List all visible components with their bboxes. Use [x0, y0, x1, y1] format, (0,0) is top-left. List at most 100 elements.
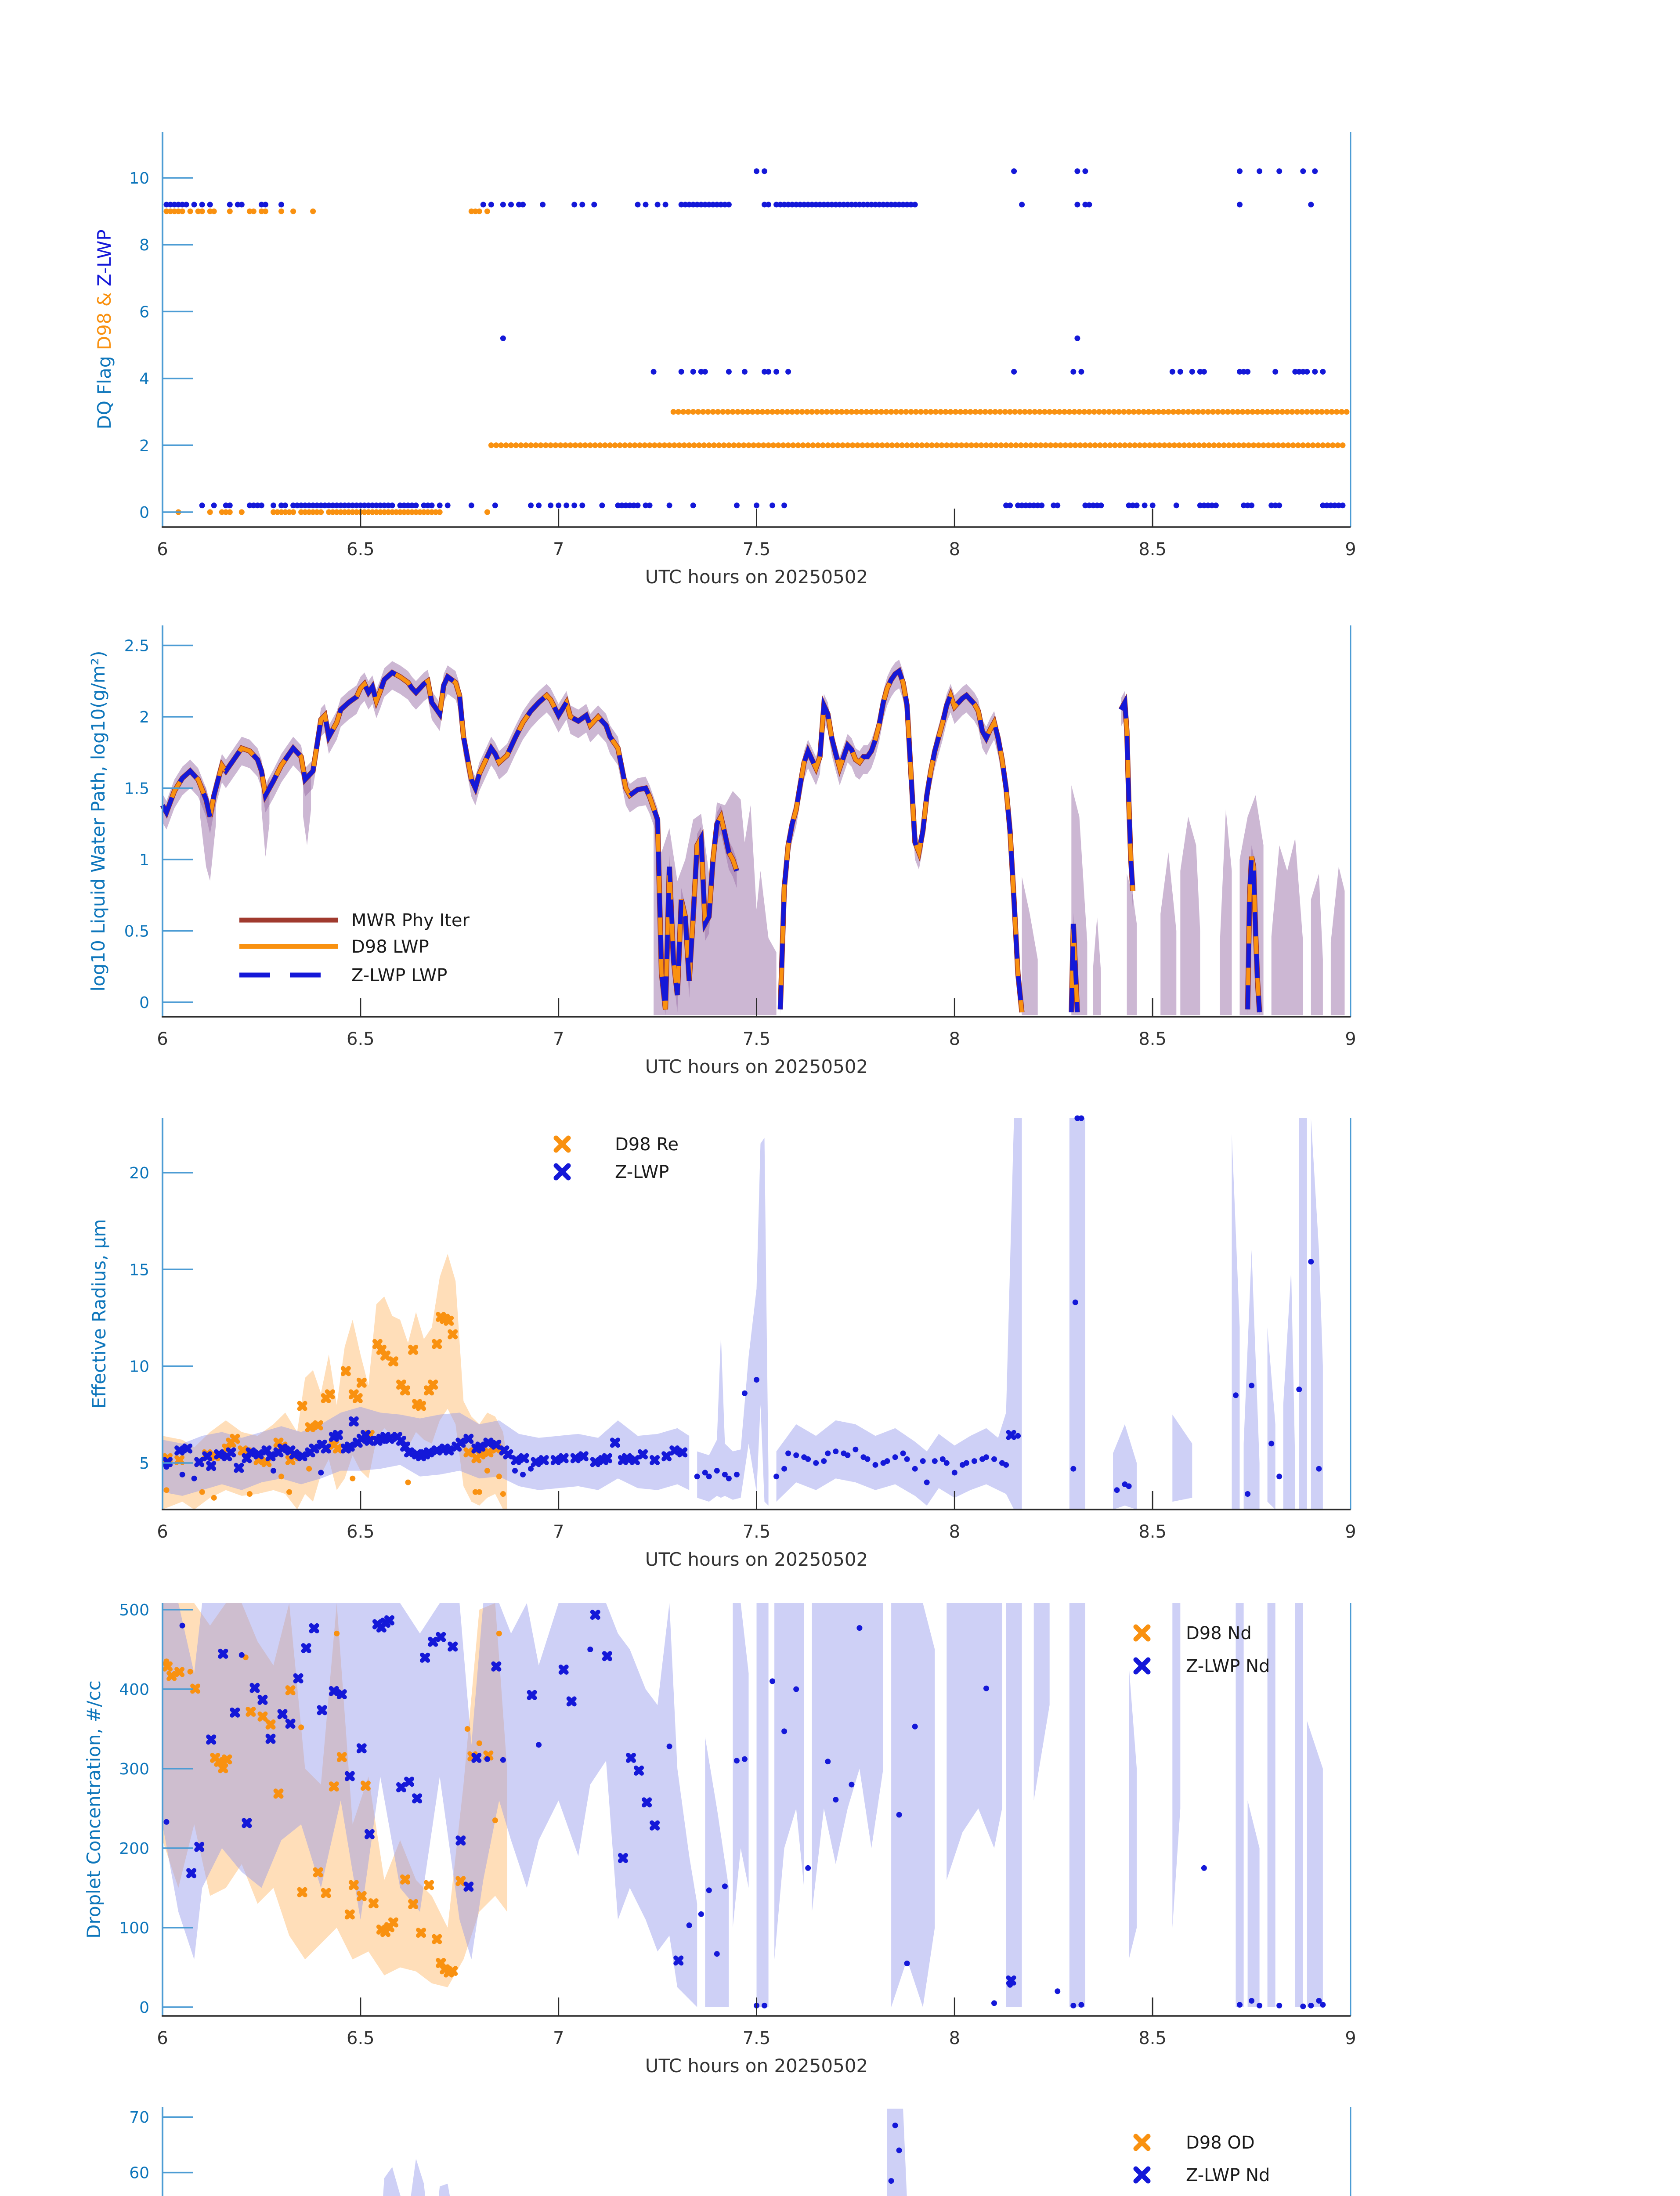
y-axis-label: Effective Radius, μm — [88, 1219, 110, 1409]
effective-radius-legend: D98 Re Z-LWP — [553, 1134, 679, 1182]
uncertainty-band — [1247, 1800, 1260, 2007]
uncertainty-band — [1311, 1118, 1323, 1510]
uncertainty-band — [947, 1603, 1002, 1880]
legend-label: Z-LWP LWP — [351, 965, 447, 986]
x-tick-label: 8.5 — [1138, 1029, 1167, 1049]
legend-label: D98 LWP — [351, 937, 429, 957]
d98-lwp-line — [778, 668, 1024, 1013]
x-axis-label: UTC hours on 20250502 — [645, 2055, 868, 2077]
panel-lwp: 0 0.5 1 1.5 2 2.5 6 6.5 7 7.5 8 8.5 9 UTC hours on 20… — [87, 625, 1356, 1077]
uncertainty-band — [1129, 1665, 1137, 1960]
uncertainty-band — [163, 1603, 507, 1987]
x-tick-label: 8.5 — [1138, 2028, 1167, 2048]
d98-lwp-line — [161, 670, 739, 1010]
x-axis-label: UTC hours on 20250502 — [645, 1549, 868, 1570]
uncertainty-band — [163, 661, 737, 1015]
y-tick-label: 10 — [129, 1358, 149, 1376]
series-z-lwp-nd — [186, 1610, 1016, 1986]
y-tick-label: 15 — [129, 1261, 149, 1279]
y-tick-label: 0.5 — [124, 923, 149, 941]
series-z-lwp-flag-9p2 — [163, 202, 1314, 208]
mwr-phy-iter-line — [777, 667, 1025, 1013]
x-tick-label: 7.5 — [743, 1029, 771, 1049]
y-tick-label: 4 — [139, 370, 149, 388]
lwp-bands — [163, 660, 1345, 1015]
x-tick-label: 7 — [553, 2028, 564, 2048]
x-tick-label: 9 — [1345, 1522, 1356, 1542]
effective-radius-axes: 5 10 15 20 6 6.5 7 7.5 8 8.5 9 UTC hours on 2025050… — [88, 1118, 1356, 1570]
x-tick-label: 9 — [1345, 539, 1356, 560]
x-tick-label: 6.5 — [347, 539, 375, 560]
uncertainty-band — [1093, 917, 1101, 1015]
optical-depth-legend: D98 OD Z-LWP Nd — [1133, 2133, 1270, 2185]
uncertainty-band — [1069, 1603, 1085, 2007]
x-tick-label: 8 — [949, 1029, 960, 1049]
y-tick-label: 500 — [119, 1601, 149, 1619]
x-tick-label: 6 — [157, 1522, 168, 1542]
x-tick-label: 7 — [553, 539, 564, 560]
uncertainty-band — [705, 1737, 729, 2007]
x-tick-label: 7.5 — [743, 1522, 771, 1542]
series-z-lwp-re-dots — [163, 1115, 1322, 1497]
uncertainty-band — [1267, 1327, 1275, 1510]
y-tick-label: 2.5 — [124, 637, 149, 655]
y-tick-label: 0 — [139, 504, 149, 522]
series-z-lwp-flag-0p2 — [199, 502, 1346, 509]
uncertainty-band — [733, 1603, 749, 1928]
series-d98-nd — [163, 1661, 494, 1978]
uncertainty-band — [383, 2159, 450, 2196]
x-tick-label: 7 — [553, 1029, 564, 1049]
uncertainty-band — [887, 2109, 907, 2196]
y-tick-label: 0 — [139, 994, 149, 1012]
mwr-phy-iter-line — [160, 669, 740, 1010]
uncertainty-band — [1172, 1603, 1181, 1928]
uncertainty-band — [780, 660, 1022, 1015]
legend-label: D98 Nd — [1186, 1623, 1252, 1643]
y-tick-label: 10 — [129, 170, 149, 188]
uncertainty-band — [1283, 1269, 1295, 1510]
legend-label: Z-LWP Nd — [1186, 2165, 1270, 2185]
optical-depth-bands — [383, 2109, 907, 2196]
x-tick-label: 6 — [157, 539, 168, 560]
legend-label: MWR Phy Iter — [351, 910, 470, 931]
uncertainty-band — [1069, 1118, 1085, 1510]
uncertainty-band — [1311, 874, 1323, 1015]
uncertainty-band — [1295, 1603, 1303, 2007]
series-z-lwp-nd-dots — [163, 1622, 1326, 2009]
x-tick-label: 6 — [157, 2028, 168, 2048]
series-z-lwp-flag-4p2 — [650, 368, 1326, 375]
uncertainty-band — [163, 1254, 507, 1510]
uncertainty-band — [1172, 1414, 1192, 1502]
series-z-lwp-od-dots — [888, 2122, 902, 2184]
uncertainty-band — [1113, 1424, 1137, 1510]
x-axis-label: UTC hours on 20250502 — [645, 566, 868, 588]
droplet-concentration-bands — [163, 1603, 1323, 2007]
uncertainty-band — [1160, 852, 1177, 1015]
y-tick-label: 20 — [129, 1164, 149, 1182]
y-tick-label: 8 — [139, 236, 149, 254]
x-tick-label: 8.5 — [1138, 1522, 1167, 1542]
series-z-lwp-re — [163, 1416, 1016, 1473]
x-tick-label: 8 — [949, 2028, 960, 2048]
uncertainty-band — [1330, 867, 1345, 1015]
panel-droplet-concentration: 0 100 200 300 400 500 6 6.5 7 7.5 8 8.5 9 UTC hours o… — [83, 1601, 1356, 2077]
series-z-lwp-flag-5p2 — [500, 335, 1080, 341]
uncertainty-band — [697, 1138, 769, 1506]
x-tick-label: 7.5 — [743, 2028, 771, 2048]
x-tick-label: 8 — [949, 539, 960, 560]
y-tick-label: 1 — [139, 851, 149, 869]
y-tick-label: 6 — [139, 303, 149, 321]
uncertainty-band — [1006, 1603, 1022, 2007]
y-axis-label: Droplet Concentration, #/cc — [83, 1680, 105, 1939]
x-tick-label: 7.5 — [743, 539, 771, 560]
uncertainty-band — [1232, 1134, 1240, 1510]
uncertainty-band — [774, 1603, 804, 1960]
x-tick-label: 6 — [157, 1029, 168, 1049]
uncertainty-band — [1271, 838, 1303, 1015]
y-tick-label: 60 — [129, 2164, 149, 2182]
d98-lwp-line — [1246, 856, 1262, 1013]
uncertainty-band — [654, 791, 777, 1015]
uncertainty-band — [1022, 877, 1038, 1015]
legend-label: D98 Re — [615, 1134, 679, 1155]
